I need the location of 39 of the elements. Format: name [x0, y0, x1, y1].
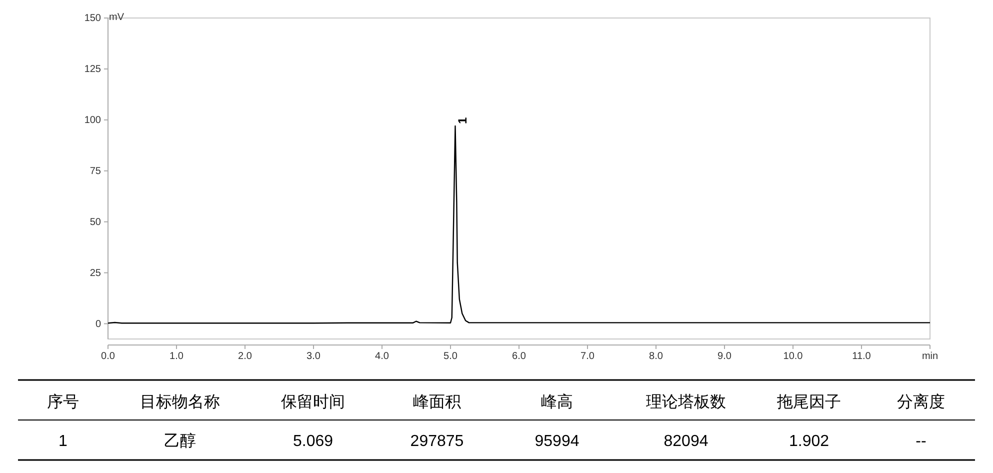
- text: 1.902: [788, 433, 830, 450]
- x-tick-label: 10.0: [783, 351, 804, 362]
- category-label: 序号: [47, 393, 79, 411]
- category-label: 分离度: [897, 393, 945, 411]
- text: 1: [58, 433, 68, 450]
- y-tick-label: 25: [90, 268, 102, 279]
- text: 5.069: [292, 433, 334, 450]
- y-tick-label: 125: [84, 64, 102, 76]
- x-tick-label: min: [922, 351, 938, 362]
- x-tick-label: 11.0: [852, 351, 872, 362]
- y-tick-label: 100: [84, 115, 102, 126]
- text: 乙醇: [164, 432, 196, 450]
- annotation: 1: [455, 117, 470, 124]
- y-tick-label: 75: [90, 166, 102, 178]
- x-tick-label: 8.0: [649, 351, 664, 362]
- y-tick-label: 150: [84, 13, 102, 24]
- y-axis-title: mV: [109, 12, 124, 23]
- y-tick-label: 50: [90, 217, 102, 228]
- x-tick-label: 7.0: [580, 351, 595, 362]
- text: 95994: [534, 433, 580, 450]
- x-tick-label: 2.0: [238, 351, 252, 362]
- x-tick-label: 3.0: [306, 351, 321, 362]
- x-tick-label: 1.0: [170, 351, 184, 362]
- y-tick-label: 0: [95, 318, 102, 330]
- x-tick-label: 9.0: [718, 351, 732, 362]
- text: 297875: [410, 433, 464, 450]
- category-label: 峰面积: [413, 394, 461, 411]
- line-series: [107, 125, 931, 324]
- x-tick-label: 5.0: [444, 351, 458, 362]
- category-label: 拖尾因子: [776, 394, 841, 411]
- text: --: [916, 433, 926, 450]
- x-tick-label: 6.0: [512, 351, 526, 362]
- category-label: 理论塔板数: [646, 393, 726, 411]
- category-label: 目标物名称: [140, 394, 220, 411]
- category-label: 保留时间: [281, 393, 345, 411]
- x-tick-label: 0.0: [101, 351, 116, 362]
- x-tick-label: 4.0: [375, 351, 390, 362]
- category-label: 峰高: [541, 393, 573, 411]
- text: 82094: [664, 433, 708, 450]
